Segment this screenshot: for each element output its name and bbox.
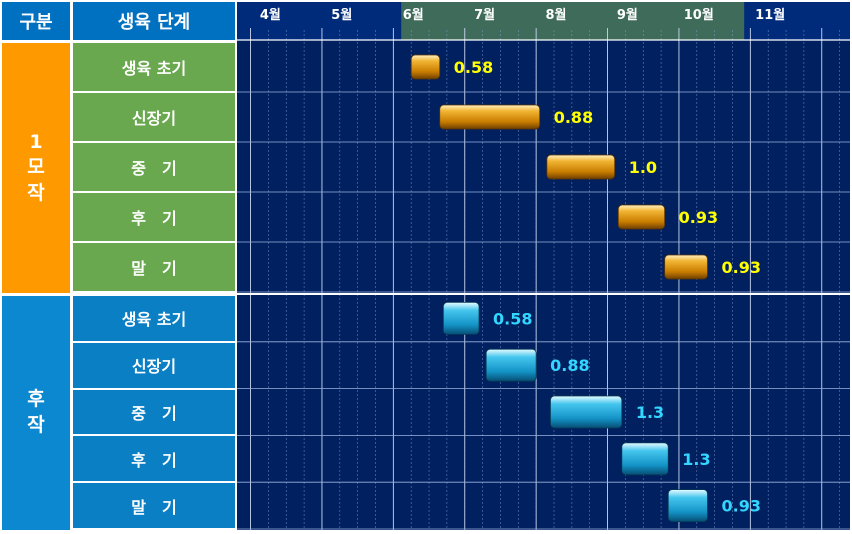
group-label-char: 1	[29, 130, 43, 153]
gantt-bar	[621, 442, 669, 476]
stage-label: 생육 초기	[73, 43, 235, 91]
bar-value-label: 1.3	[682, 450, 710, 469]
stage-label: 후 기	[73, 436, 235, 482]
month-tick-label: 7월	[474, 7, 495, 23]
chart-background	[237, 2, 850, 530]
month-tick-label: 5월	[331, 7, 352, 23]
stage-label: 중 기	[73, 143, 235, 191]
month-tick-label: 10월	[684, 7, 714, 23]
gantt-bar	[546, 154, 616, 180]
bar-value-label: 0.93	[722, 258, 761, 277]
gantt-bar	[667, 489, 708, 523]
group-label-char: 작	[27, 414, 45, 436]
gantt-bar	[442, 301, 480, 335]
bar-value-label: 0.88	[550, 356, 589, 375]
stage-label: 후 기	[73, 193, 235, 241]
header-stage: 생육 단계	[73, 2, 235, 40]
group-label-char: 모	[27, 156, 45, 179]
header-group: 구분	[2, 2, 70, 40]
gantt-bar	[664, 254, 708, 280]
stage-label: 신장기	[73, 342, 235, 388]
gantt-bar	[485, 348, 537, 382]
stage-label: 말 기	[73, 483, 235, 528]
month-tick-label: 9월	[617, 7, 638, 23]
stage-label: 말 기	[73, 243, 235, 291]
bar-value-label: 0.58	[493, 309, 532, 328]
bar-value-label: 0.93	[679, 208, 718, 227]
group-label-char: 후	[27, 388, 45, 411]
bar-value-label: 1.3	[636, 403, 664, 422]
highlight-range	[401, 2, 745, 40]
month-tick-label: 11월	[755, 7, 785, 23]
bar-value-label: 0.88	[554, 108, 593, 127]
bar-value-label: 0.58	[454, 58, 493, 77]
stage-label: 신장기	[73, 93, 235, 141]
stage-label: 생육 초기	[73, 296, 235, 341]
gantt-bar	[550, 395, 623, 429]
bar-value-label: 0.93	[722, 497, 761, 516]
gantt-bar	[439, 104, 541, 130]
gantt-bar	[617, 204, 666, 230]
month-tick-label: 4월	[260, 7, 281, 23]
gantt-bar	[410, 54, 441, 80]
stage-label: 중 기	[73, 389, 235, 435]
bar-value-label: 1.0	[629, 158, 657, 177]
month-tick-label: 8월	[545, 7, 566, 23]
gantt-chart: 4월 5월 6월 7월 8월 9월 10월 11월 0.58 0.88 1.0 0.93 0.93 0.5…	[237, 2, 850, 530]
month-tick-label: 6월	[403, 7, 424, 23]
group-label-char: 작	[27, 181, 45, 204]
